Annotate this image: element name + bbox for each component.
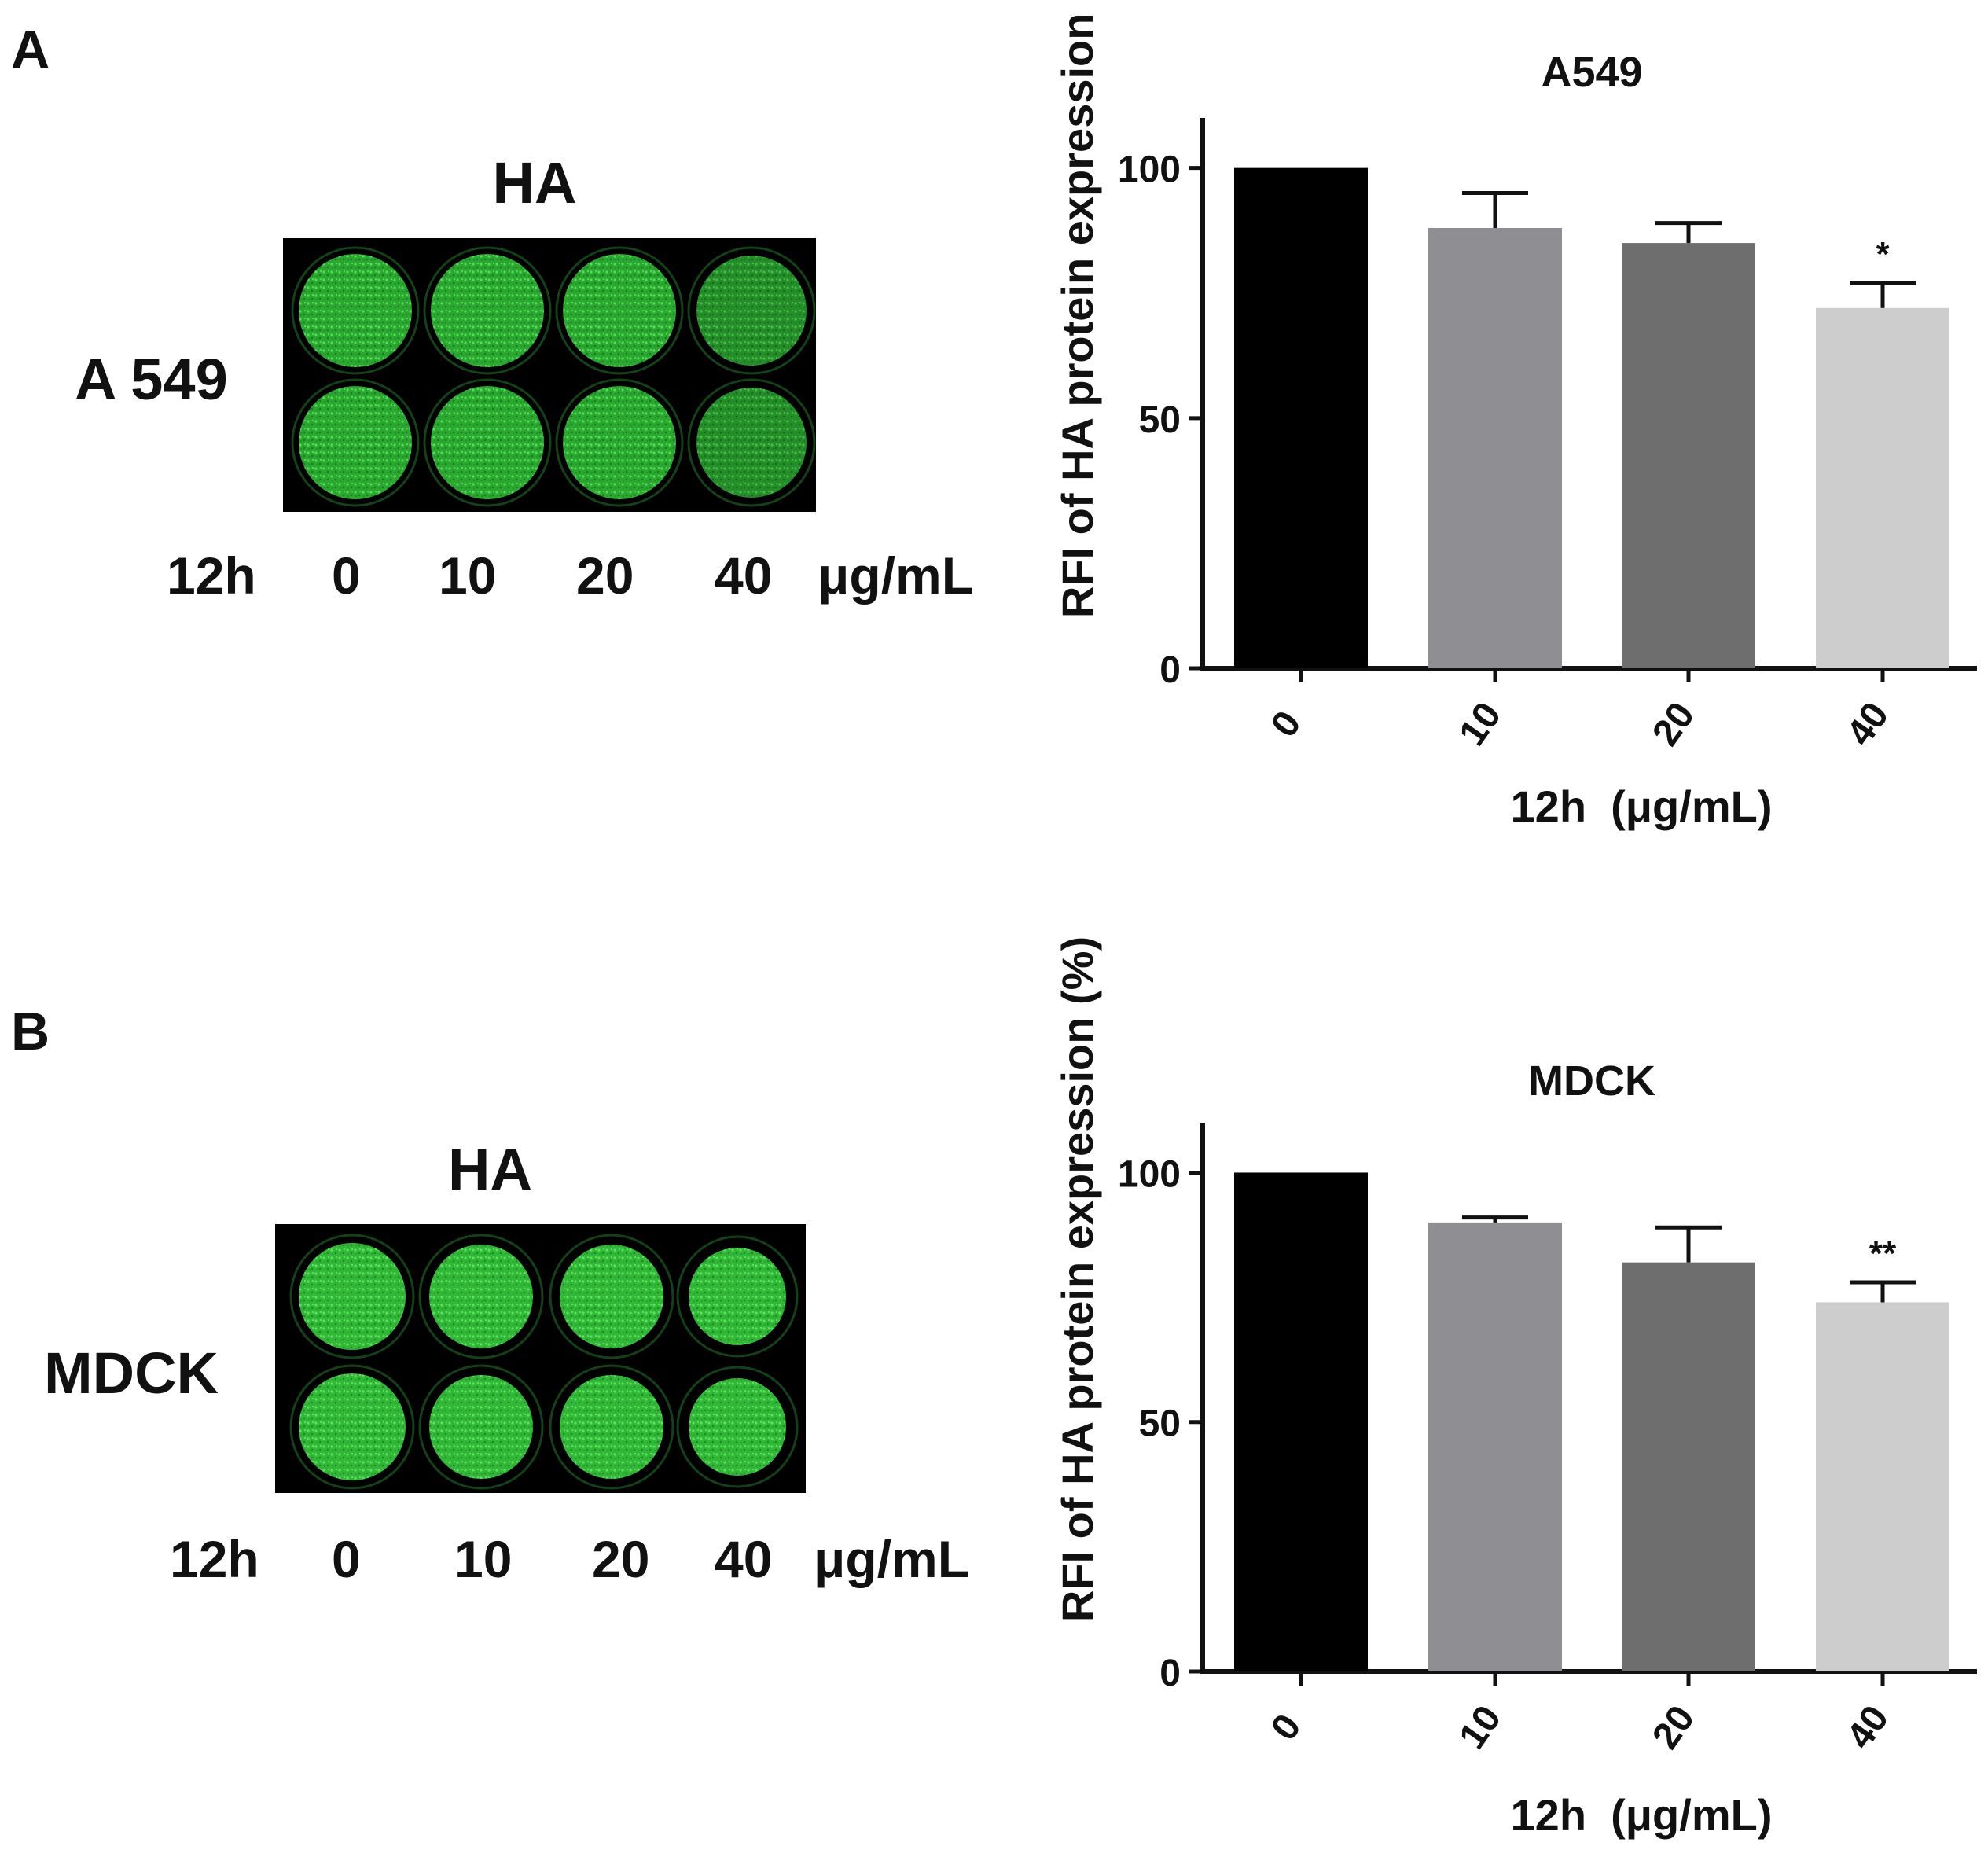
bar-mdck-40 bbox=[1816, 1302, 1949, 1671]
well-a-2 bbox=[423, 246, 552, 375]
y-tick-label-mdck-0: 0 bbox=[1159, 1653, 1181, 1694]
time-label-a: 12h bbox=[167, 546, 256, 605]
well-b-3 bbox=[549, 1234, 674, 1359]
bar-mdck-20 bbox=[1622, 1262, 1755, 1671]
plate-title-b: HA bbox=[448, 1137, 532, 1202]
concentration-label-a-40: 40 bbox=[715, 546, 773, 605]
bar-a549-20 bbox=[1622, 243, 1755, 668]
cell-line-label-b: MDCK bbox=[44, 1340, 219, 1406]
well-b-1 bbox=[289, 1234, 415, 1359]
x-tick-label-mdck-20: 20 bbox=[1644, 1698, 1703, 1756]
y-tick-label-mdck-50: 50 bbox=[1139, 1403, 1181, 1445]
x-tick-label-a549-40: 40 bbox=[1839, 695, 1897, 753]
well-b-2 bbox=[418, 1234, 544, 1359]
bar-a549-40 bbox=[1816, 307, 1949, 668]
y-tick-label-a549-100: 100 bbox=[1118, 149, 1181, 191]
significance-a549-40: * bbox=[1876, 235, 1890, 274]
bar-mdck-0 bbox=[1234, 1172, 1368, 1671]
x-tick-label-mdck-0: 0 bbox=[1263, 1707, 1310, 1748]
y-axis-label-a549: RFI of HA protein expression (%) bbox=[1053, 0, 1102, 618]
bar-a549-0 bbox=[1234, 167, 1368, 669]
well-a-8 bbox=[687, 378, 816, 507]
fluorescence-plate-b bbox=[275, 1224, 806, 1493]
well-a-4 bbox=[687, 246, 816, 375]
well-b-4 bbox=[676, 1235, 799, 1358]
concentration-label-b-40: 40 bbox=[715, 1530, 773, 1588]
x-tick-label-mdck-40: 40 bbox=[1839, 1698, 1897, 1756]
chart-title-mdck: MDCK bbox=[1528, 1057, 1655, 1105]
x-tick-label-a549-10: 10 bbox=[1451, 695, 1509, 753]
well-b-8 bbox=[676, 1366, 799, 1488]
time-label-b: 12h bbox=[170, 1530, 259, 1588]
well-b-6 bbox=[418, 1364, 544, 1490]
well-b-5 bbox=[289, 1364, 415, 1490]
concentration-label-b-0: 0 bbox=[332, 1530, 361, 1588]
x-tick-label-a549-0: 0 bbox=[1263, 704, 1310, 745]
y-tick-label-a549-0: 0 bbox=[1159, 649, 1181, 691]
concentration-label-a-10: 10 bbox=[439, 546, 497, 605]
concentration-label-a-0: 0 bbox=[332, 546, 361, 605]
concentration-label-b-20: 20 bbox=[592, 1530, 650, 1588]
well-a-1 bbox=[291, 246, 420, 375]
chart-title-a549: A549 bbox=[1541, 49, 1642, 96]
significance-mdck-40: ** bbox=[1869, 1234, 1897, 1273]
x-axis-label-mdck: 12h (μg/mL) bbox=[1511, 1790, 1773, 1840]
well-b-7 bbox=[549, 1364, 674, 1490]
x-axis-label-a549: 12h (μg/mL) bbox=[1511, 781, 1773, 831]
well-a-3 bbox=[555, 246, 684, 375]
panel-letter-a: A bbox=[11, 20, 50, 79]
x-tick-label-a549-20: 20 bbox=[1644, 695, 1703, 753]
cell-line-label-a: A 549 bbox=[75, 347, 228, 412]
well-a-7 bbox=[555, 378, 684, 507]
y-tick-label-a549-50: 50 bbox=[1139, 399, 1181, 441]
concentration-label-a-20: 20 bbox=[576, 546, 634, 605]
plate-title-a: HA bbox=[492, 150, 577, 215]
bar-a549-10 bbox=[1428, 228, 1562, 668]
panel-letter-b: B bbox=[11, 1002, 50, 1061]
well-a-5 bbox=[291, 378, 420, 507]
x-tick-label-mdck-10: 10 bbox=[1451, 1698, 1509, 1756]
y-axis-label-mdck: RFI of HA protein expression (%) bbox=[1053, 936, 1102, 1622]
unit-label-a: μg/mL bbox=[818, 546, 974, 605]
well-a-6 bbox=[423, 378, 552, 507]
unit-label-b: μg/mL bbox=[814, 1530, 970, 1588]
bar-mdck-10 bbox=[1428, 1222, 1562, 1671]
concentration-label-b-10: 10 bbox=[454, 1530, 513, 1588]
y-tick-label-mdck-100: 100 bbox=[1118, 1153, 1181, 1195]
fluorescence-plate-a bbox=[283, 238, 816, 512]
